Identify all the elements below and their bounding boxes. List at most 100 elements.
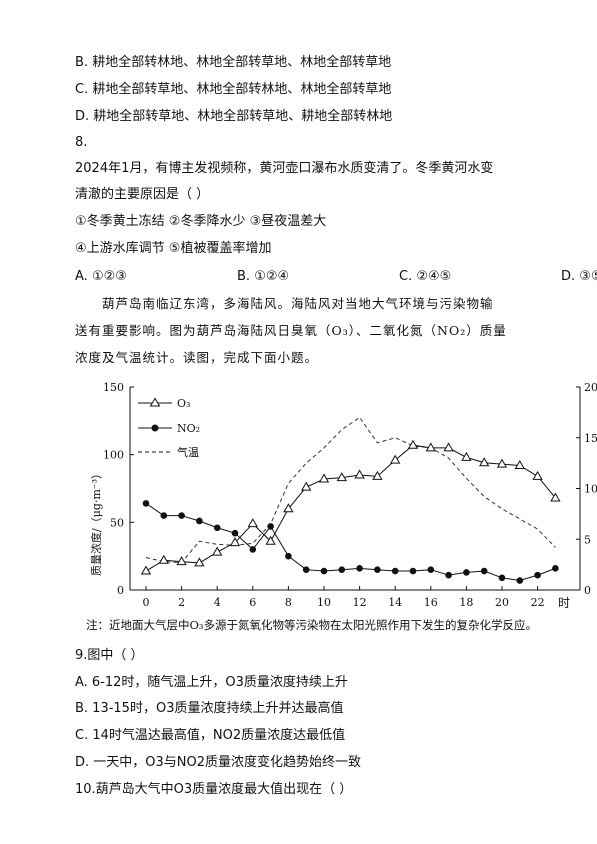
no2-point xyxy=(213,524,221,532)
no2-point xyxy=(267,523,274,530)
no2-point xyxy=(391,567,399,575)
q9-stem: 9.图中（ ） xyxy=(75,648,144,663)
q9-option-b: B. 13-15时，O3质量浓度持续上升并达最高值 xyxy=(75,701,344,716)
no2-point xyxy=(534,571,541,579)
o3-point xyxy=(336,472,347,482)
x-tick-label: 10 xyxy=(317,596,331,609)
q8-option-d: D. ③⑤ xyxy=(561,269,597,284)
no2-point xyxy=(338,566,346,573)
q8-option-c: C. ②④⑤ xyxy=(399,269,452,284)
q7-option-c: C. 耕地全部转草地、林地全部转林地、林地全部转草地 xyxy=(75,82,392,97)
o3-point xyxy=(407,439,419,449)
no2-point xyxy=(516,577,524,584)
y-left-tick-label: 100 xyxy=(103,449,124,462)
x-tick-label: 6 xyxy=(249,596,256,609)
x-tick-label: 14 xyxy=(388,596,402,609)
q8-number: 8. xyxy=(75,135,88,150)
o3-point xyxy=(194,557,205,567)
x-ticks: 0 2 4 6 8 10 12 14 16 18 20 22 xyxy=(143,586,545,609)
q7-option-d: D. 耕地全部转草地、林地全部转草地、耕地全部转林地 xyxy=(75,109,393,124)
no2-point xyxy=(320,567,328,575)
series-line-no2 xyxy=(145,502,556,582)
no2-point xyxy=(249,546,257,553)
o3-point xyxy=(479,457,490,467)
legend-o3-label: O₃ xyxy=(177,397,190,410)
o3-point xyxy=(461,451,472,461)
legend-temperature-label: 气温 xyxy=(177,445,199,459)
legend-temperature: 气温 xyxy=(138,445,199,459)
q8-option-a: A. ①②③ xyxy=(75,269,127,284)
legend: O₃ NO₂ 气温 xyxy=(138,397,200,459)
passage-line1: 葫芦岛南临辽东湾，多海陆风。海陆风对当地大气环境与污染物输 xyxy=(102,296,494,311)
q9-option-a: A. 6-12时，随气温上升，O3质量浓度持续上升 xyxy=(75,675,348,690)
o3-point xyxy=(550,492,561,502)
x-tick-label: 20 xyxy=(495,596,509,609)
no2-point xyxy=(178,512,185,519)
q8-items-line2: ④上游水库调节 ⑤植被覆盖率增加 xyxy=(75,241,272,256)
y-right-tick-label: 15 xyxy=(584,432,597,445)
o3-point xyxy=(176,556,187,566)
o3-point xyxy=(265,535,276,545)
o3-point xyxy=(247,518,258,528)
no2-point xyxy=(196,517,203,525)
y-right-ticks: 0 5 10 15 20 xyxy=(576,381,597,597)
chart-note: 注：近地面大气层中O₃多源于氮氧化物等污染物在太阳光照作用下发生的复杂化学反应。 xyxy=(86,618,538,632)
y-left-tick-label: 50 xyxy=(110,516,124,529)
y-left-tick-label: 0 xyxy=(117,584,124,597)
q8-stem-line1: 2024年1月，有博主发视频称，黄河壶口瀑布水质变清了。冬季黄河水变 xyxy=(75,161,494,176)
o3-point xyxy=(514,459,525,469)
no2-point xyxy=(356,565,363,572)
passage-line2: 送有重要影响。图为葫芦岛海陆风日臭氧（O₃）、二氧化氮（NO₂）质量 xyxy=(75,323,507,338)
o3-point xyxy=(158,554,169,564)
no2-point xyxy=(374,566,381,573)
y-right-tick-label: 20 xyxy=(584,381,597,394)
o3-point xyxy=(229,537,241,547)
series-line-o3 xyxy=(145,444,556,572)
y-right-tick-label: 5 xyxy=(584,533,591,546)
q8-stem-line2: 清澈的主要原因是（ ） xyxy=(75,187,210,202)
q9-option-c: C. 14时气温达最高值，NO2质量浓度达最低值 xyxy=(75,728,346,743)
no2-point xyxy=(498,574,506,582)
no2-point xyxy=(445,571,452,579)
o3-point xyxy=(532,470,543,480)
o3-point xyxy=(496,458,508,468)
q8-items-line1: ①冬季黄土冻结 ②冬季降水少 ③昼夜温差大 xyxy=(75,214,327,229)
concentration-temperature-chart: 0 50 100 150 0 5 10 15 20 0 2 4 6 8 10 12 14 16 18 20 22 质… xyxy=(89,381,597,610)
q10-stem: 10.葫芦岛大气中O3质量浓度最大值出现在（ ） xyxy=(75,782,353,797)
o3-point xyxy=(425,442,436,452)
axes xyxy=(129,387,581,591)
x-tick-label: 4 xyxy=(214,596,221,609)
legend-no2-label: NO₂ xyxy=(177,422,200,435)
y-left-tick-label: 150 xyxy=(103,381,124,394)
series-layer xyxy=(140,416,561,584)
x-tick-label: 18 xyxy=(459,596,473,609)
o3-point xyxy=(372,470,383,480)
x-tick-label: 8 xyxy=(285,596,292,609)
legend-o3: O₃ xyxy=(138,397,190,410)
x-tick-label: 12 xyxy=(353,596,367,609)
x-axis-label: 时 xyxy=(558,596,570,610)
no2-point xyxy=(427,566,435,573)
no2-point xyxy=(231,529,239,537)
q8-option-b: B. ①②④ xyxy=(237,269,290,284)
x-tick-label: 22 xyxy=(531,596,545,609)
x-tick-label: 2 xyxy=(178,596,185,609)
o3-point xyxy=(283,503,294,513)
x-tick-label: 0 xyxy=(143,596,150,609)
no2-point xyxy=(302,566,310,573)
o3-point xyxy=(354,469,365,479)
no2-point xyxy=(285,552,292,560)
o3-point xyxy=(443,442,454,452)
o3-point xyxy=(318,473,330,483)
passage-line3: 浓度及气温统计。读图，完成下面小题。 xyxy=(75,350,319,365)
legend-no2: NO₂ xyxy=(138,422,200,435)
no2-point xyxy=(142,500,150,507)
q7-option-b: B. 耕地全部转林地、林地全部转草地、林地全部转草地 xyxy=(75,55,392,70)
no2-point xyxy=(160,512,168,519)
o3-point xyxy=(301,481,312,491)
no2-point xyxy=(409,567,417,575)
x-tick-label: 16 xyxy=(424,596,438,609)
o3-point xyxy=(390,454,401,464)
y-right-tick-label: 0 xyxy=(584,584,591,597)
o3-point xyxy=(140,565,152,575)
